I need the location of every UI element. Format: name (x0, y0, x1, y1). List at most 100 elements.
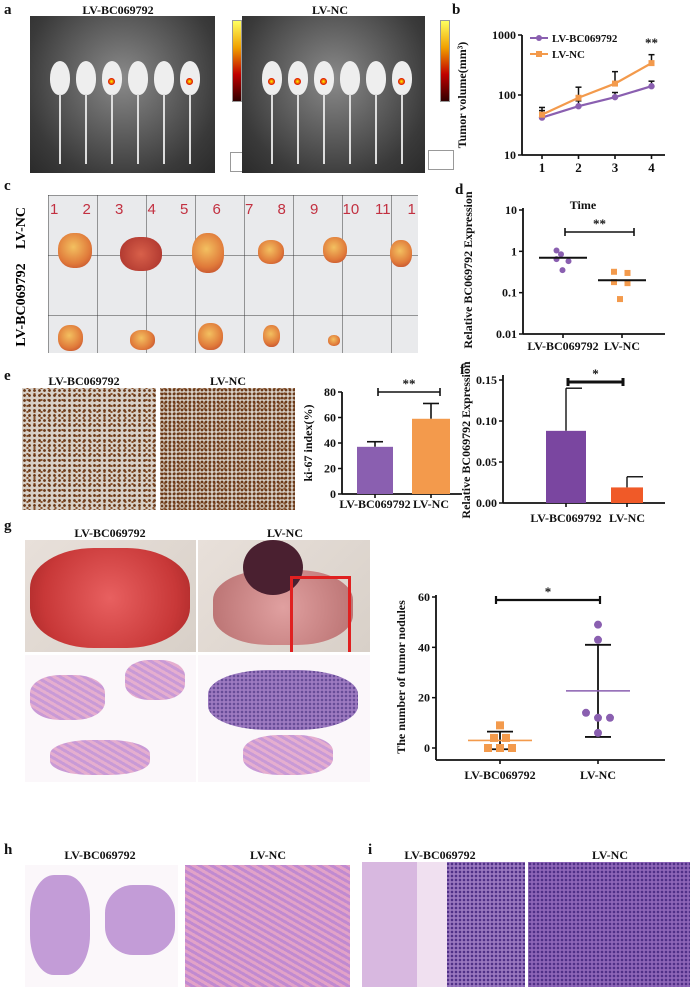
ivis-image-bc069792 (30, 16, 215, 173)
y-tick-label: 80 (324, 385, 336, 399)
ruler-number: 8 (277, 201, 286, 218)
panel-label-g: g (4, 518, 12, 534)
y-axis-label: Relative BC069792 Expression (459, 361, 473, 518)
data-point (648, 83, 655, 90)
significance-marker: * (545, 584, 552, 599)
y-tick-label: 60 (418, 590, 430, 604)
ruler-number: 6 (212, 201, 221, 218)
bar (412, 418, 450, 494)
bioluminescence-signal (398, 78, 405, 85)
data-point (496, 744, 504, 752)
x-tick-label: LV-BC069792 (339, 497, 410, 511)
data-point (624, 269, 631, 276)
ivis-image-nc (242, 16, 425, 173)
y-tick-label: 0.10 (476, 414, 497, 428)
panel-i-right-title: LV-NC (591, 848, 629, 862)
legend-label: LV-NC (552, 49, 585, 61)
bioluminescence-signal (108, 78, 115, 85)
data-point (484, 744, 492, 752)
x-tick-label: LV-BC069792 (464, 768, 535, 782)
ruler-number: 5 (180, 201, 189, 218)
data-point (582, 708, 590, 717)
panel-label-h: h (4, 842, 13, 858)
y-tick-label: 0.05 (476, 455, 497, 469)
ruler-number: 4 (147, 201, 156, 218)
chart-title: Time (570, 198, 597, 212)
panel-h-right-title: LV-NC (249, 848, 287, 862)
panel-label-b: b (452, 2, 461, 18)
x-tick-label: 1 (539, 160, 546, 175)
legend-marker (536, 35, 542, 41)
row-label-nc: LV-NC (14, 206, 29, 250)
mouse (340, 61, 360, 95)
x-tick-label: 3 (612, 160, 619, 175)
y-tick-label: 20 (418, 691, 430, 705)
x-tick-label: LV-BC069792 (527, 339, 598, 353)
panel-g-right-title: LV-NC (266, 526, 304, 540)
x-tick-label: 4 (648, 160, 655, 175)
data-point (558, 251, 564, 258)
lung-he-image-bc069792 (25, 655, 196, 782)
data-point (490, 733, 498, 742)
y-tick-label: 0.15 (476, 373, 497, 387)
ruler-number: 2 (82, 201, 91, 218)
data-point (594, 728, 602, 737)
x-tick-label: LV-NC (580, 768, 616, 782)
y-tick-label: 0.1 (502, 286, 517, 300)
panel-a-right-title: LV-NC (311, 3, 349, 17)
lung-photo-nc (198, 540, 370, 652)
bioluminescence-signal (294, 78, 301, 85)
data-point (508, 744, 516, 752)
y-tick-label: 10 (504, 148, 516, 162)
ki67-ihc-image-nc (160, 388, 295, 510)
y-tick-label: 40 (324, 436, 336, 450)
x-tick-label: LV-BC069792 (530, 511, 601, 525)
color-scale-box (428, 150, 454, 170)
he-image-bc069792 (25, 865, 178, 987)
x-tick-label: 2 (575, 160, 582, 175)
bioluminescence-signal (320, 78, 327, 85)
lung-photo-bc069792 (25, 540, 196, 652)
y-tick-label: 0 (330, 487, 336, 501)
mouse (154, 61, 174, 95)
lung-he-image-nc (198, 655, 370, 782)
data-point (617, 296, 623, 303)
colorbar (232, 20, 242, 102)
x-tick-label: LV-NC (604, 339, 640, 353)
y-tick-label: 40 (418, 640, 430, 654)
data-point (575, 94, 582, 101)
data-point (606, 713, 614, 722)
ruler-number: 10 (342, 201, 360, 218)
data-point (575, 103, 582, 110)
y-tick-label: 100 (498, 88, 516, 102)
panel-h-left-title: LV-BC069792 (64, 848, 136, 862)
bar (357, 446, 393, 494)
he-image-nc (185, 865, 350, 987)
mouse (76, 61, 96, 95)
y-tick-label: 0.01 (496, 327, 517, 341)
y-axis-label: ki-67 index(%) (301, 404, 315, 481)
panel-label-d: d (455, 182, 464, 198)
bioluminescence-signal (186, 78, 193, 85)
bar (611, 487, 643, 503)
panel-label-e: e (4, 368, 11, 384)
y-axis-label: Relative BC069792 Expression (461, 191, 475, 348)
y-tick-label: 1000 (492, 28, 516, 42)
data-point (559, 267, 566, 274)
he-highmag-image-nc (528, 862, 690, 987)
ki67-ihc-image-bc069792 (22, 388, 156, 510)
panel-g-left-title: LV-BC069792 (74, 526, 146, 540)
ruler-number: 11 (375, 201, 391, 218)
data-point (594, 620, 602, 629)
panel-e-left-title: LV-BC069792 (48, 374, 120, 388)
data-point (611, 93, 619, 101)
significance-marker: ** (593, 216, 606, 231)
data-point (553, 247, 560, 254)
significance-marker: ** (645, 35, 658, 50)
y-tick-label: 20 (324, 462, 336, 476)
data-point (594, 635, 602, 644)
x-tick-label: LV-NC (609, 511, 645, 525)
y-axis-label: Tumor volume(mm³) (455, 42, 469, 149)
data-point (553, 256, 560, 263)
